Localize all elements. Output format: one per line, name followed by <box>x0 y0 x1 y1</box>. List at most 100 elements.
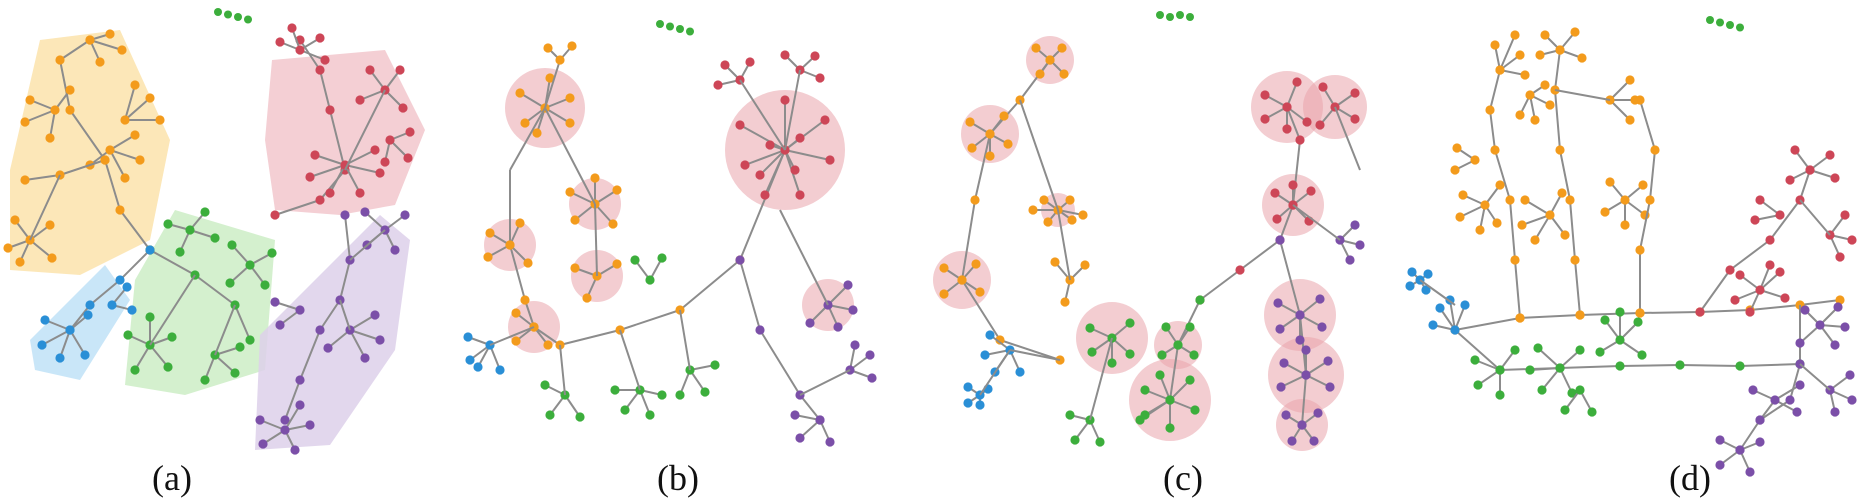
graph-edge <box>1524 199 1551 216</box>
graph-node-orange <box>1525 90 1535 100</box>
graph-node-orange <box>485 228 495 238</box>
graph-node-purple <box>1735 445 1745 455</box>
graph-node-green <box>710 360 720 370</box>
graph-node-orange <box>130 80 140 90</box>
graph-edge <box>24 174 61 181</box>
graph-node-red <box>370 145 380 155</box>
graph-node-purple <box>295 375 305 385</box>
graph-edge <box>49 109 56 139</box>
graph-node-green <box>210 233 220 243</box>
graph-node-green <box>1195 295 1205 305</box>
graph-node-green <box>1587 407 1597 417</box>
graph-node-orange <box>1492 218 1502 228</box>
graph-edge <box>1541 367 1561 391</box>
graph-edge <box>349 329 381 341</box>
graph-node-orange <box>115 205 125 215</box>
graph-edge <box>1749 304 1801 311</box>
graph-node-orange <box>1057 43 1067 53</box>
graph-edge <box>1699 269 1731 313</box>
graph-node-orange <box>1635 308 1645 318</box>
graph-node-red <box>1318 82 1328 92</box>
graph-edge <box>509 244 526 301</box>
graph-edge <box>559 329 621 346</box>
graph-edge <box>349 314 376 331</box>
cluster-hull <box>255 215 410 450</box>
graph-node-red <box>1840 210 1850 220</box>
graph-node-orange <box>1835 295 1845 305</box>
graph-node-blue <box>963 398 973 408</box>
graph-edge <box>1499 34 1516 71</box>
graph-node-purple <box>1792 407 1802 417</box>
graph-edge <box>339 299 351 331</box>
graph-node-orange <box>1520 70 1530 80</box>
graph-node-green <box>1185 375 1195 385</box>
graph-node-orange <box>1458 190 1468 200</box>
graph-node-red <box>790 165 800 175</box>
graph-node-green <box>1495 365 1505 375</box>
graph-node-blue <box>55 353 65 363</box>
graph-node-red <box>1306 186 1316 196</box>
graph-node-purple <box>1279 358 1289 368</box>
graph-node-blue <box>963 382 973 392</box>
graph-node-orange <box>971 259 981 269</box>
graph-node-green <box>267 248 277 258</box>
graph-node-orange <box>1625 115 1635 125</box>
graph-node-green <box>1166 13 1174 21</box>
graph-node-purple <box>295 305 305 315</box>
graph-node-blue <box>40 315 50 325</box>
graph-node-orange <box>1080 260 1090 270</box>
graph-node-purple <box>270 297 280 307</box>
graph-node-purple <box>1745 467 1755 477</box>
graph-node-purple <box>833 322 843 332</box>
graph-node-purple <box>790 410 800 420</box>
graph-node-purple <box>1309 436 1319 446</box>
graph-node-green <box>1107 358 1117 368</box>
graph-edge <box>119 249 151 281</box>
graph-edge <box>327 329 351 349</box>
graph-node-green <box>1470 355 1480 365</box>
graph-node-blue <box>495 365 505 375</box>
graph-edge <box>1739 419 1761 451</box>
graph-node-red <box>295 45 305 55</box>
graph-edge <box>119 209 151 251</box>
graph-edge <box>1554 89 1561 151</box>
graph-node-purple <box>1295 335 1305 345</box>
graph-edge <box>1529 367 1561 371</box>
graph-node-orange <box>483 252 493 262</box>
graph-edge <box>214 304 236 356</box>
graph-node-orange <box>515 88 525 98</box>
graph-node-green <box>1595 347 1605 357</box>
graph-node-orange <box>20 175 30 185</box>
graph-node-orange <box>1035 69 1045 79</box>
graph-node-blue <box>1460 300 1470 310</box>
graph-edge <box>1334 106 1361 171</box>
graph-node-purple <box>850 340 860 350</box>
graph-node-orange <box>45 133 55 143</box>
graph-node-green <box>1735 361 1745 371</box>
graph-node-green <box>245 335 255 345</box>
graph-edge <box>1649 149 1656 201</box>
graph-node-blue <box>122 282 132 292</box>
graph-edge <box>1789 363 1801 401</box>
graph-node-orange <box>1039 195 1049 205</box>
graph-edge <box>344 164 381 174</box>
graph-edge <box>109 149 126 179</box>
panel-c <box>933 11 1367 451</box>
graph-edge <box>1559 367 1573 394</box>
graph-node-green <box>225 278 235 288</box>
graph-node-orange <box>1555 45 1565 55</box>
graph-node-blue <box>1421 285 1431 295</box>
graph-node-green <box>1165 395 1175 405</box>
graph-node-green <box>1575 385 1585 395</box>
graph-node-green <box>224 10 232 19</box>
graph-node-green <box>1510 345 1520 355</box>
graph-node-green <box>130 365 140 375</box>
graph-edge <box>1729 239 1771 271</box>
graph-node-green <box>686 27 694 36</box>
graph-edge <box>344 89 386 171</box>
graph-node-orange <box>985 129 995 139</box>
graph-edge <box>1759 399 1791 421</box>
graph-node-orange <box>45 220 55 230</box>
graph-node-purple <box>1847 395 1857 405</box>
